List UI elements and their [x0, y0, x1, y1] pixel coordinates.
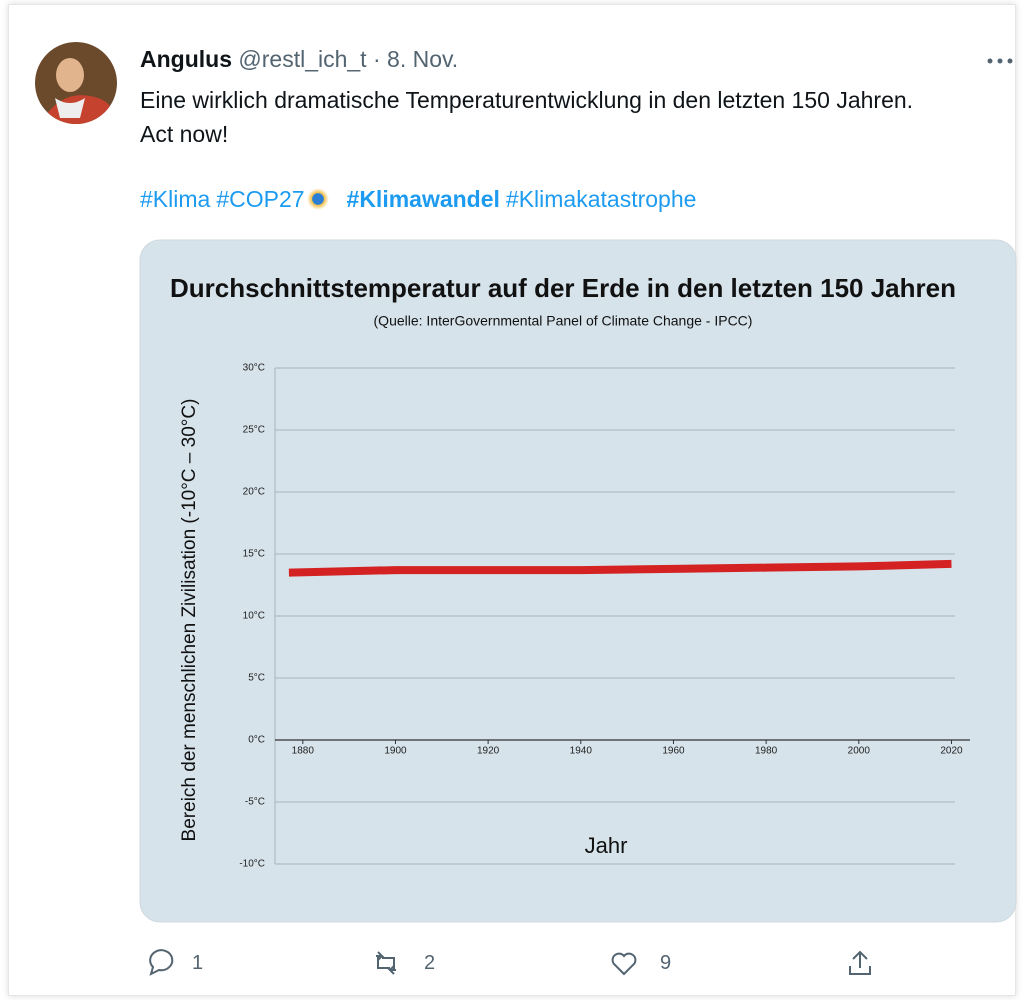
y-tick-label: 10°C [243, 611, 265, 622]
y-tick-label: 30°C [243, 363, 265, 374]
x-tick-label: 1940 [570, 746, 593, 757]
action-icons [149, 949, 871, 976]
y-tick-label: 15°C [243, 549, 265, 560]
hashtag[interactable]: #Klimawandel [346, 186, 500, 212]
x-tick-label: 1980 [755, 746, 778, 757]
x-tick-label: 1900 [384, 746, 407, 757]
chart-card [139, 239, 1017, 923]
x-tick-label: 1960 [662, 746, 685, 757]
like-count: 9 [660, 952, 672, 974]
tweet-date[interactable]: 8. Nov. [387, 46, 459, 72]
data-line [288, 559, 952, 577]
y-tick-label: 20°C [243, 487, 265, 498]
separator: · [372, 46, 381, 72]
reply-icon[interactable] [149, 949, 174, 976]
x-tick-label: 1880 [292, 746, 315, 757]
y-tick-label: 0°C [248, 735, 265, 746]
x-tick-label: 1920 [477, 746, 500, 757]
retweet-icon[interactable] [376, 951, 396, 975]
y-tick-label: 25°C [243, 425, 265, 436]
author-name[interactable]: Angulus [140, 46, 232, 72]
hashtag[interactable]: #COP27 [216, 186, 305, 212]
x-tick-label: 2020 [940, 746, 963, 757]
chart-subtitle: (Quelle: InterGovernmental Panel of Clim… [374, 313, 753, 329]
share-icon[interactable] [849, 950, 871, 975]
chart-title: Durchschnittstemperatur auf der Erde in … [170, 273, 956, 303]
retweet-count: 2 [424, 952, 436, 974]
hashtag[interactable]: #Klima [140, 186, 211, 212]
y-axis-label: Bereich der menschlichen Zivilisation (-… [179, 399, 200, 842]
y-tick-label: 5°C [248, 673, 265, 684]
y-tick-label: -5°C [245, 797, 265, 808]
author-handle[interactable]: @restl_ich_t [238, 46, 367, 72]
hashtag[interactable]: #Klimakatastrophe [505, 186, 697, 212]
y-tick-label: -10°C [239, 859, 265, 870]
x-tick-label: 2000 [848, 746, 871, 757]
tweet-header: Angulus @restl_ich_t · 8. Nov. [140, 46, 458, 73]
reply-count: 1 [192, 952, 204, 974]
hashtags: #Klima #COP27 #Klimawandel #Klimakatastroph… [140, 186, 702, 213]
like-icon[interactable] [611, 952, 637, 976]
tweet-text: Eine wirklich dramatische Temperaturentw… [140, 87, 914, 147]
emoji [306, 188, 329, 210]
x-axis-label: Jahr [585, 833, 628, 858]
avatar[interactable] [35, 42, 117, 124]
more-menu[interactable] [987, 58, 1013, 64]
